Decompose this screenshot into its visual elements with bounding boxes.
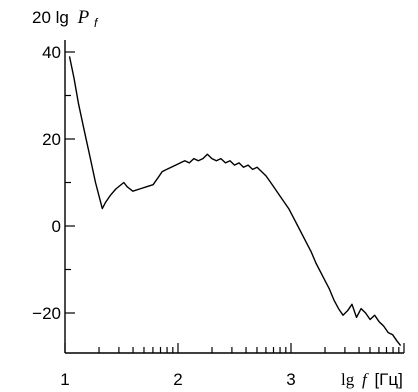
x-axis-label-prefix: lg <box>341 370 355 389</box>
y-tick-label: 20 <box>42 130 61 149</box>
x-tick-label: 2 <box>173 370 182 389</box>
y-axis-label-var: P <box>77 7 90 28</box>
x-axis-label-var: f <box>362 370 369 389</box>
y-tick-label: 0 <box>52 217 61 236</box>
x-tick-label: 3 <box>286 370 295 389</box>
y-tick-label: 40 <box>42 43 61 62</box>
y-tick-label: −20 <box>32 304 61 323</box>
y-ticks: 40 20 0 −20 <box>32 43 75 323</box>
x-tick-label: 1 <box>60 370 69 389</box>
series-line <box>68 56 402 347</box>
x-axis-label: lg f [Гц] <box>341 370 403 389</box>
x-ticks: 1 2 3 <box>60 343 405 389</box>
y-axis-label-prefix: 20 lg <box>32 8 69 27</box>
y-axis-label-sub: f <box>94 16 99 30</box>
y-axis-label: 20 lg P f <box>32 7 99 30</box>
x-axis-label-unit: [Гц] <box>374 370 402 389</box>
